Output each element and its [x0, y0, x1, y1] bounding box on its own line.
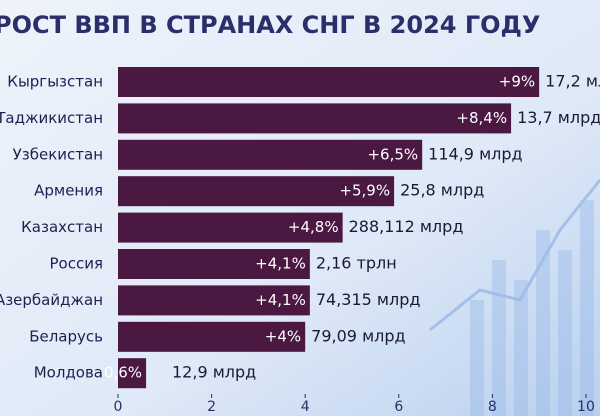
y-tick-label: Россия	[50, 255, 104, 273]
x-tick-label: 10	[577, 399, 595, 415]
x-tick-label: 4	[301, 399, 310, 415]
gdp-label: 79,09 млрд	[311, 326, 405, 345]
y-tick-label: Узбекистан	[13, 145, 103, 163]
value-label: +4,8%	[288, 218, 339, 236]
bar	[118, 249, 310, 279]
value-label: +4,1%	[255, 291, 306, 309]
bar	[118, 321, 306, 352]
gdp-label: 74,315 млрд	[316, 290, 421, 309]
gdp-label: 17,2 млрд	[545, 72, 600, 91]
gdp-label: 25,8 млрд	[400, 181, 484, 200]
x-tick-label: 6	[394, 399, 403, 415]
gdp-label: 114,9 млрд	[428, 144, 522, 163]
gdp-label: 13,7 млрд	[517, 108, 600, 127]
bar	[118, 358, 147, 389]
value-label: +9%	[499, 73, 535, 91]
background-decoration	[429, 179, 600, 416]
x-tick-label: 0	[114, 399, 123, 415]
gdp-label: 12,9 млрд	[172, 363, 256, 382]
y-tick-label: Беларусь	[29, 327, 103, 345]
value-label: +6,5%	[367, 145, 418, 163]
gdp-label: 288,112 млрд	[349, 217, 464, 236]
y-tick-label: Армения	[34, 182, 103, 200]
y-tick-label: Молдова	[34, 364, 103, 382]
bar	[118, 285, 310, 316]
x-tick-label: 2	[207, 399, 216, 415]
value-label: 0,6%	[104, 364, 142, 382]
value-label: +4,1%	[255, 255, 306, 273]
bar	[118, 67, 540, 97]
bar	[118, 176, 395, 207]
bar	[118, 212, 343, 243]
bar	[118, 103, 512, 134]
value-label: +4%	[265, 327, 301, 345]
x-tick-label: 8	[488, 399, 497, 415]
gdp-label: 2,16 трлн	[316, 254, 397, 273]
y-tick-label: Казахстан	[21, 218, 103, 236]
bar	[118, 139, 423, 170]
y-tick-label: Таджикистан	[0, 109, 103, 127]
y-tick-label: Азербайджан	[0, 291, 103, 309]
chart-title: РОСТ ВВП В СТРАНАХ СНГ В 2024 ГОДУ	[0, 11, 540, 39]
value-label: +8,4%	[456, 109, 507, 127]
y-tick-label: Кыргызстан	[7, 73, 103, 91]
value-label: +5,9%	[339, 182, 390, 200]
